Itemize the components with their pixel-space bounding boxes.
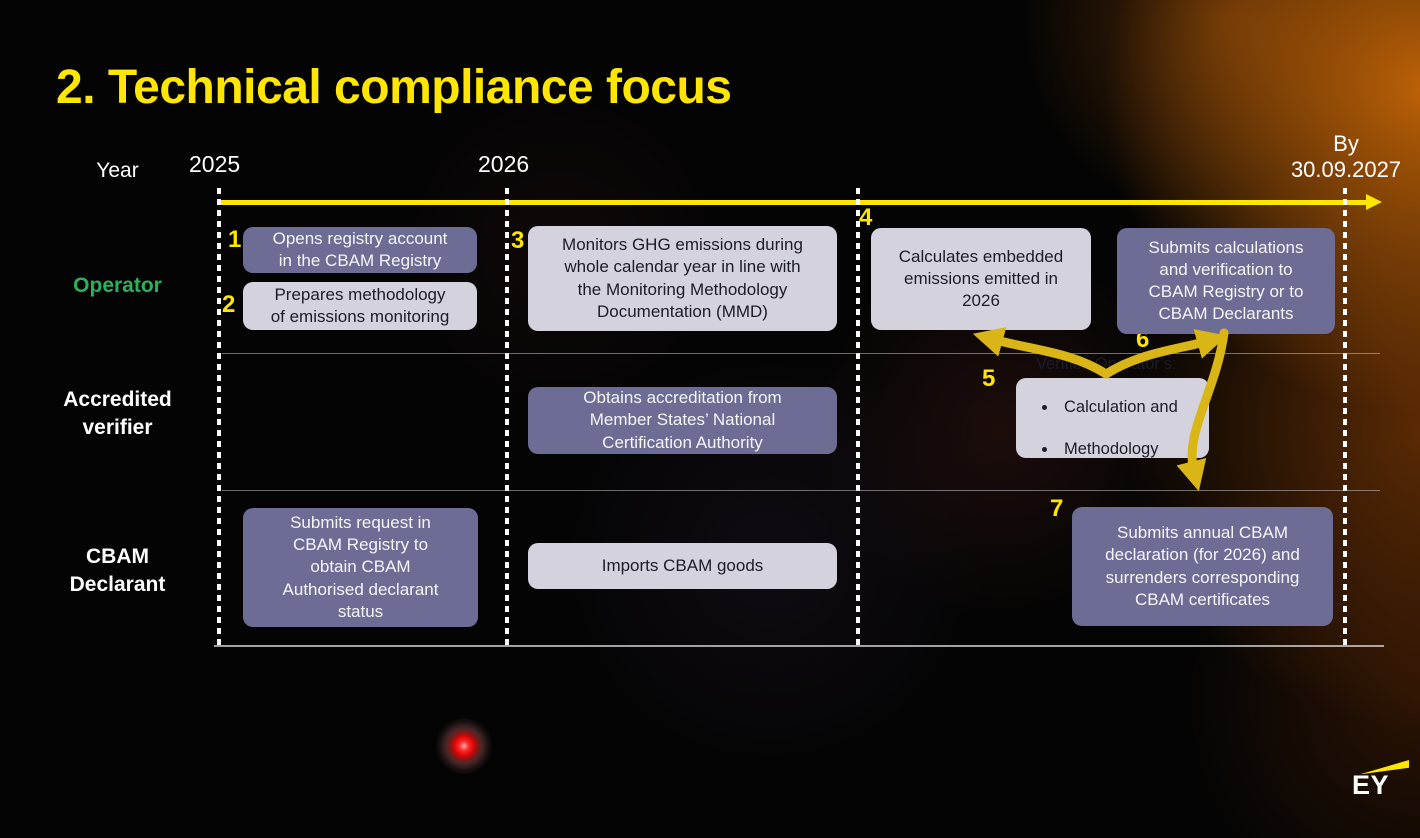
- step-box-prepares-methodology: Prepares methodology of emissions monito…: [243, 282, 477, 330]
- timeline-tick-2025: 2025: [189, 151, 241, 177]
- step-number-7: 7: [1050, 495, 1064, 522]
- step-box-submits-annual-declaration: Submits annual CBAM declaration (for 202…: [1072, 507, 1333, 626]
- timeline-line: [220, 200, 1368, 205]
- row-separator-operator-verifier: [222, 353, 1380, 354]
- step-number-1: 1: [228, 226, 242, 253]
- row-label-operator: Operator: [73, 274, 162, 297]
- step-box-obtains-accreditation: Obtains accreditation from Member States…: [528, 387, 837, 454]
- step-number-5: 5: [982, 365, 996, 392]
- slide-title: 2. Technical compliance focus: [56, 61, 732, 114]
- verifies-bullet-methodology: Methodology: [1058, 439, 1178, 460]
- timeline-end-label: By 30.09.2027: [1290, 131, 1402, 182]
- dashed-divider-2025: [217, 188, 221, 648]
- step-box-monitors-ghg-emissions: Monitors GHG emissions during whole cale…: [528, 226, 837, 331]
- row-separator-bottom: [214, 645, 1384, 647]
- dashed-divider-2027: [856, 188, 860, 648]
- verifies-bullet-calculation: Calculation and: [1058, 397, 1178, 418]
- step-box-verifies-operators: Verifies Operator’s: Calculation and Met…: [1016, 355, 1209, 458]
- laser-pointer-dot: [436, 718, 492, 774]
- dashed-divider-deadline: [1343, 188, 1347, 648]
- row-label-cbam-declarant: CBAM Declarant: [69, 545, 166, 597]
- year-row-header: Year: [96, 159, 139, 182]
- step-number-2: 2: [222, 291, 236, 318]
- step-box-opens-registry-account: Opens registry account in the CBAM Regis…: [243, 227, 477, 273]
- timeline-arrowhead-icon: [1366, 194, 1382, 210]
- step-box-submits-calculations-verification: Submits calculations and verification to…: [1117, 228, 1335, 334]
- step-number-3: 3: [511, 227, 525, 254]
- step-number-4: 4: [859, 204, 873, 231]
- step-box-calculates-embedded-emissions: Calculates embedded emissions emitted in…: [871, 228, 1091, 330]
- ey-logo: EY: [1352, 770, 1390, 800]
- step-box-submits-request-declarant-status: Submits request in CBAM Registry to obta…: [243, 508, 478, 627]
- timeline-tick-2026: 2026: [478, 151, 530, 177]
- verifies-bullet-list: Calculation and Methodology: [1036, 375, 1178, 482]
- verifies-heading: Verifies Operator’s:: [1036, 354, 1177, 373]
- step-box-imports-cbam-goods: Imports CBAM goods: [528, 543, 837, 589]
- dashed-divider-2026: [505, 188, 509, 648]
- row-label-accredited-verifier: Accredited verifier: [63, 388, 172, 440]
- row-separator-verifier-declarant: [222, 490, 1380, 491]
